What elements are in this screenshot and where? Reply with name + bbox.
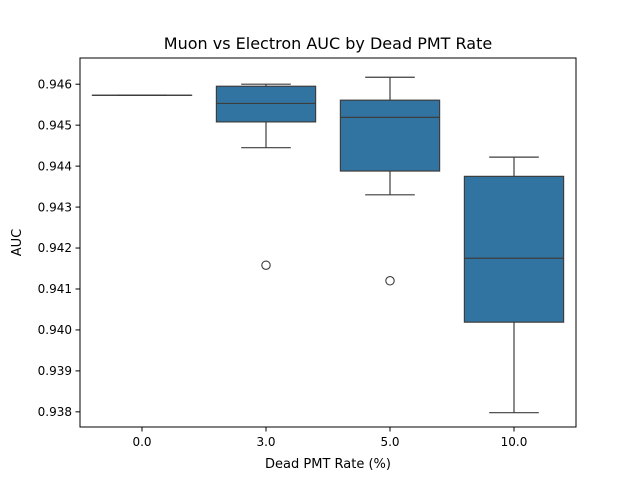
y-tick-label: 0.945 <box>38 118 72 132</box>
chart-title: Muon vs Electron AUC by Dead PMT Rate <box>164 34 492 53</box>
box-group-10.0 <box>463 156 565 414</box>
iqr-box <box>339 99 441 172</box>
y-tick-label: 0.944 <box>38 159 72 173</box>
plot-frame <box>79 57 577 428</box>
y-tick-label: 0.939 <box>38 364 72 378</box>
outlier-point <box>385 276 395 286</box>
axis-ticks: 0.0 3.0 5.0 10.0 0.938 0.939 0.940 0.941 0.942 0.… <box>38 77 528 449</box>
y-tick-label: 0.940 <box>38 323 72 337</box>
y-tick-label: 0.941 <box>38 282 72 296</box>
y-tick-label: 0.946 <box>38 77 72 91</box>
x-axis-label: Dead PMT Rate (%) <box>265 457 391 472</box>
iqr-box <box>215 85 317 123</box>
box-group-3.0 <box>215 83 317 270</box>
y-tick-label: 0.938 <box>38 405 72 419</box>
x-tick-label: 10.0 <box>501 435 528 449</box>
x-tick-label: 0.0 <box>132 435 151 449</box>
plot-area <box>91 76 565 414</box>
box-group-5.0 <box>339 76 441 286</box>
x-tick-label: 3.0 <box>256 435 275 449</box>
y-tick-label: 0.942 <box>38 241 72 255</box>
x-tick-label: 5.0 <box>380 435 399 449</box>
y-tick-label: 0.943 <box>38 200 72 214</box>
outlier-point <box>261 260 271 270</box>
iqr-box <box>463 175 565 323</box>
y-axis-label: AUC <box>10 229 25 257</box>
